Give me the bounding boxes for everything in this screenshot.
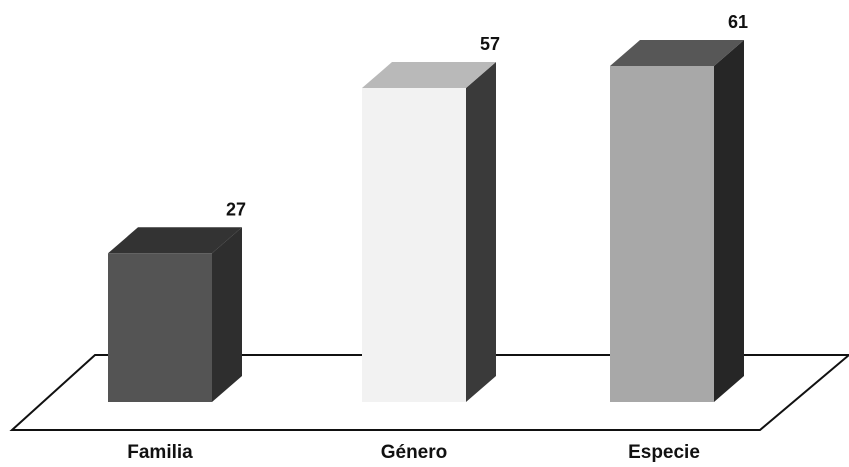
bar-genero	[362, 88, 466, 403]
bar-especie	[610, 66, 714, 402]
labels-group: Familia Género Especie 27 57 61	[127, 12, 748, 463]
bar-side-especie	[714, 40, 744, 402]
category-label-especie: Especie	[628, 442, 700, 463]
category-label-genero: Género	[381, 442, 448, 463]
bars-group	[108, 40, 744, 403]
bar-top-genero	[362, 62, 496, 89]
value-label-genero: 57	[480, 34, 500, 54]
value-label-familia: 27	[226, 199, 246, 219]
category-label-familia: Familia	[127, 442, 193, 463]
bar-side-genero	[466, 62, 496, 403]
bar-side-familia	[212, 227, 242, 402]
value-label-especie: 61	[728, 12, 748, 32]
bar-familia	[108, 253, 212, 402]
bar-top-familia	[108, 227, 242, 254]
bar-top-especie	[610, 40, 744, 66]
